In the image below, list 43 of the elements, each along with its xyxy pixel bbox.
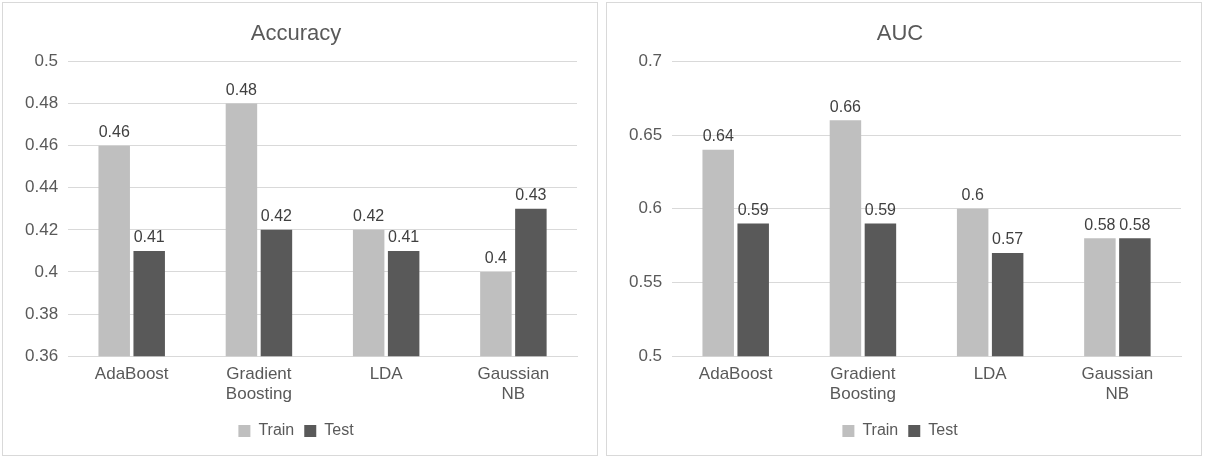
data-label: 0.41 — [388, 228, 420, 246]
chart-title: Accuracy — [250, 20, 342, 46]
data-label: 0.48 — [225, 80, 258, 98]
y-tick-label: 0.38 — [24, 303, 59, 323]
data-label: 0.59 — [864, 200, 897, 218]
data-label: 0.41 — [133, 228, 165, 246]
data-label: 0.59 — [737, 200, 769, 218]
legend-label: Train — [862, 421, 899, 439]
data-label: 0.64 — [702, 127, 734, 145]
x-tick-label: Gradient Boosting — [829, 364, 897, 404]
legend-label: Test — [324, 421, 355, 439]
y-tick-label: 0.7 — [638, 51, 663, 71]
legend-label: Test — [928, 421, 959, 439]
legend-label: Train — [258, 421, 295, 439]
data-label: 0.42 — [260, 207, 293, 225]
chart-title: AUC — [876, 20, 924, 46]
data-label: 0.46 — [98, 123, 130, 141]
y-tick-label: 0.42 — [24, 219, 59, 239]
y-tick-label: 0.48 — [24, 93, 59, 113]
x-tick-label: Gaussian NB — [1081, 364, 1154, 404]
y-tick-label: 0.5 — [638, 345, 663, 365]
y-tick-label: 0.36 — [24, 345, 59, 365]
x-tick-label: AdaBoost — [94, 364, 169, 384]
data-label: 0.6 — [961, 186, 984, 204]
x-tick-label: LDA — [369, 364, 404, 384]
y-tick-label: 0.44 — [24, 177, 59, 197]
data-label: 0.58 — [1119, 215, 1151, 233]
x-tick-label: Gradient Boosting — [225, 364, 293, 404]
y-tick-label: 0.4 — [34, 261, 59, 281]
x-tick-label: LDA — [973, 364, 1008, 384]
x-tick-label: Gaussian NB — [477, 364, 550, 404]
y-tick-label: 0.6 — [638, 198, 663, 218]
y-tick-label: 0.65 — [628, 124, 663, 144]
data-label: 0.42 — [353, 207, 385, 225]
data-label: 0.4 — [484, 249, 508, 267]
y-tick-label: 0.55 — [628, 272, 663, 292]
data-label: 0.43 — [515, 186, 547, 204]
data-label: 0.57 — [992, 230, 1024, 248]
y-tick-label: 0.46 — [24, 135, 59, 155]
y-tick-label: 0.5 — [34, 51, 59, 71]
x-tick-label: AdaBoost — [698, 364, 773, 384]
data-label: 0.58 — [1084, 215, 1116, 233]
data-label: 0.66 — [829, 97, 862, 115]
